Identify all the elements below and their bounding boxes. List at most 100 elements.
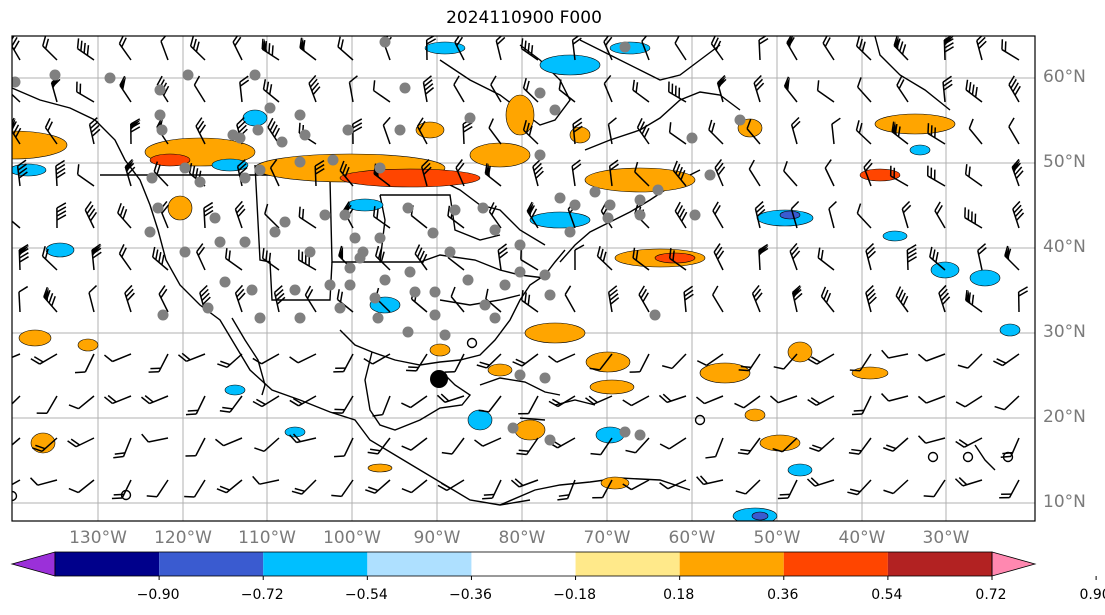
wind-barb [185,395,206,416]
contour-patch [467,409,493,431]
lat-label: 30°N [1043,322,1086,342]
calm-wind-marker [694,414,706,426]
wind-barb [68,479,95,494]
station-dot [634,209,646,221]
contour-patch [699,362,751,384]
station-dot [514,239,526,251]
wind-barb [817,247,835,271]
wind-barb [1017,286,1029,313]
station-dot [179,162,191,174]
wind-barb [753,74,765,103]
wind-barb [36,395,58,415]
colorbar-tick-label: 0.18 [663,587,695,603]
wind-barb [32,437,58,453]
contour-patch [211,158,249,172]
station-dot [704,169,716,181]
station-dot [649,309,661,321]
wind-barb [712,201,724,229]
wind-barb [12,87,21,103]
wind-barb [88,117,101,145]
station-dot [276,136,288,148]
station-dot [209,212,221,224]
wind-barb [482,479,502,500]
station-dot [144,226,156,238]
calm-wind-marker [466,337,478,349]
contour-patch [45,242,75,258]
wind-barb [333,437,354,458]
wind-barb [824,159,835,187]
wind-barb [195,243,206,271]
wind-barb [474,437,502,447]
wind-barb [923,479,946,498]
wind-barb [589,353,613,371]
station-dot [402,326,414,338]
wind-barb [968,118,983,145]
wind-barb [118,36,132,61]
lat-label: 20°N [1043,407,1086,427]
station-dot [604,199,616,211]
wind-barb [299,37,317,61]
contour-patch [589,379,635,395]
wind-barb [934,201,946,229]
wind-barb [789,242,801,271]
wind-barb [917,435,946,444]
wind-barb [710,36,724,61]
wind-barb [455,159,465,187]
station-dot [462,274,474,286]
wind-barb [516,437,539,456]
wind-barb [332,395,354,414]
wind-barb [367,437,391,455]
wind-barb [596,246,613,271]
lon-label: 70°W [583,528,631,548]
wind-barb [476,353,502,369]
wind-barb [957,353,983,369]
wind-barb [938,284,951,313]
wind-barb [603,74,613,103]
wind-barb [696,475,724,486]
wind-barb [855,36,872,61]
colorbar-tick-label: 0.54 [871,587,903,603]
wind-barb [30,353,58,365]
station-dot [157,309,169,321]
wind-barb [88,285,98,313]
wind-barb [372,80,391,103]
wind-barb [314,160,325,187]
station-dot [449,204,461,216]
wind-barb [638,285,650,313]
wind-barb [76,38,95,61]
lon-label: 50°W [753,528,801,548]
colorbar-over-arrow [991,551,1037,577]
lon-label: 60°W [668,528,716,548]
wind-barb [184,479,206,498]
colorbar-bin [159,552,264,576]
wind-barb [252,353,280,365]
wind-barb [401,437,428,451]
wind-barb [67,437,95,448]
wind-barb [264,203,280,229]
station-dot [489,224,501,236]
wind-barb [352,118,363,145]
wind-barb [526,201,539,229]
wind-barb [119,75,132,103]
contour-patch [999,323,1021,337]
wind-barb [851,395,872,416]
station-dot [569,199,581,211]
contour-patch [909,144,931,156]
station-dot [344,262,356,274]
wind-barb [124,284,135,313]
wind-barb [668,248,687,271]
wind-barb [372,395,391,417]
wind-barb [668,81,687,103]
wind-barb [674,201,688,229]
lon-label: 110°W [238,528,296,548]
station-dot [239,236,251,248]
wind-barb [955,395,983,408]
wind-barb [994,395,1020,411]
wind-barb [634,161,650,187]
wind-barb [790,116,801,145]
station-dot [239,172,251,184]
contour-patch [969,269,1001,287]
wind-barb [831,117,841,145]
wind-barb [964,207,983,229]
wind-barb [847,479,872,496]
